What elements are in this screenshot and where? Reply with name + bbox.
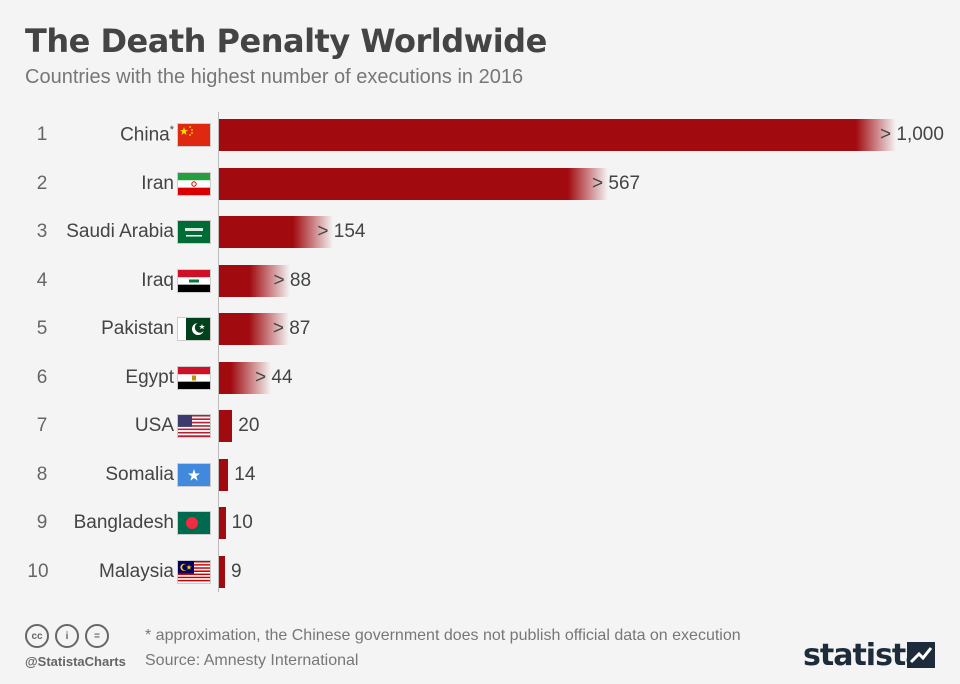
iran-flag xyxy=(178,172,210,195)
usa-flag xyxy=(178,415,210,437)
rank-label: 10 xyxy=(27,560,49,582)
rank-label: 4 xyxy=(36,269,48,291)
rank-label: 6 xyxy=(36,366,48,388)
bar xyxy=(219,216,334,248)
bar xyxy=(219,361,271,394)
rank-label: 1 xyxy=(36,124,48,145)
source: Source: Amnesty International xyxy=(145,652,359,669)
rank-label: 8 xyxy=(36,463,48,485)
rank-label: 7 xyxy=(36,415,48,436)
rank-label: 5 xyxy=(36,318,48,339)
value-label: 14 xyxy=(234,463,256,485)
bar xyxy=(219,264,290,297)
by-icon: i xyxy=(55,624,79,648)
bar xyxy=(219,313,289,345)
bar xyxy=(219,119,896,151)
value-label: > 44 xyxy=(255,366,293,388)
rank-label: 3 xyxy=(36,221,48,242)
country-label: Egypt xyxy=(125,367,174,389)
value-label: > 1,000 xyxy=(880,124,944,145)
pakistan-flag xyxy=(178,318,210,340)
somalia-flag xyxy=(178,463,210,486)
country-name: USA xyxy=(134,415,174,436)
rank-label: 9 xyxy=(36,512,48,533)
country-name: Malaysia xyxy=(99,560,174,582)
country-name: China xyxy=(120,124,170,146)
country-label: Iraq xyxy=(141,270,174,292)
footnote-marker: * xyxy=(169,124,174,136)
country-label: China* xyxy=(120,124,174,146)
bar xyxy=(219,458,229,491)
baseline-axis xyxy=(218,112,219,592)
country-label: Pakistan xyxy=(101,318,174,340)
bar xyxy=(219,167,609,200)
cc-icon: cc xyxy=(25,624,49,648)
china-flag xyxy=(178,124,210,146)
saudi-arabia-flag xyxy=(178,221,210,243)
bar xyxy=(219,410,233,442)
chart-title: The Death Penalty Worldwide xyxy=(25,22,547,60)
egypt-flag xyxy=(178,366,210,389)
bangladesh-flag xyxy=(178,512,210,534)
statista-handle: @StatistaCharts xyxy=(25,654,126,669)
statista-logo-mark xyxy=(907,642,935,668)
country-name: Somalia xyxy=(105,463,174,485)
value-label: > 567 xyxy=(592,172,641,194)
value-label: > 154 xyxy=(317,221,366,242)
country-label: Somalia xyxy=(105,464,174,486)
value-label: > 87 xyxy=(272,318,311,339)
country-label: Malaysia xyxy=(99,561,174,583)
country-name: Bangladesh xyxy=(73,512,174,533)
country-label: Bangladesh xyxy=(74,512,174,534)
country-label: USA xyxy=(135,415,174,437)
value-label: > 88 xyxy=(273,269,312,291)
statista-logo: statista xyxy=(803,638,926,673)
nd-icon: = xyxy=(85,624,109,648)
country-name: Iraq xyxy=(141,269,174,291)
bar xyxy=(219,507,226,539)
country-name: Pakistan xyxy=(101,318,174,339)
iraq-flag xyxy=(178,269,210,292)
value-label: 9 xyxy=(230,560,242,582)
country-name: Iran xyxy=(141,172,174,194)
footnote: * approximation, the Chinese government … xyxy=(145,627,741,644)
bar xyxy=(219,555,225,588)
value-label: 10 xyxy=(231,512,253,533)
country-label: Iran xyxy=(141,173,174,195)
country-name: Saudi Arabia xyxy=(66,221,174,242)
value-label: 20 xyxy=(238,415,260,436)
license-icons: cc i = xyxy=(25,624,109,648)
rank-label: 2 xyxy=(36,172,48,194)
chart-subtitle: Countries with the highest number of exe… xyxy=(25,66,524,88)
malaysia-flag xyxy=(178,560,210,583)
country-label: Saudi Arabia xyxy=(66,221,174,243)
country-name: Egypt xyxy=(125,366,174,388)
